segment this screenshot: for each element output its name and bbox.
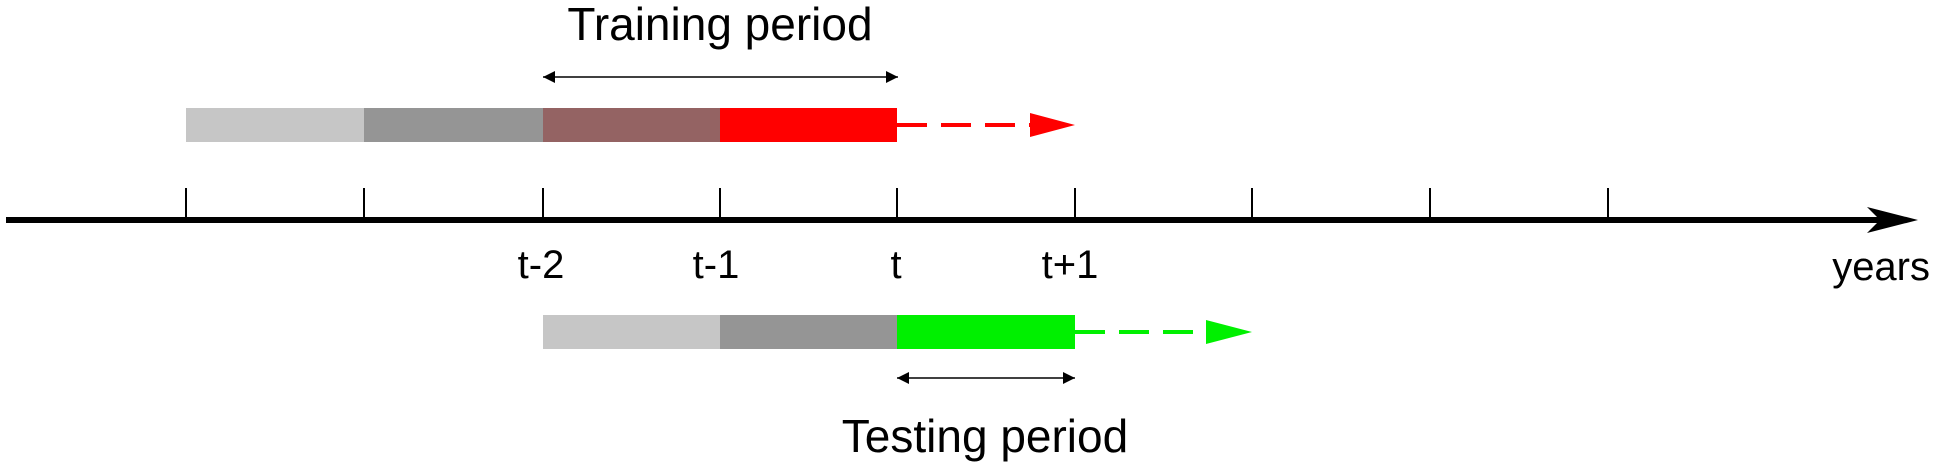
training-segment-1 xyxy=(186,108,364,142)
axis-label-years: years xyxy=(1832,245,1930,289)
training-segment-2 xyxy=(364,108,543,142)
training-segment-3 xyxy=(543,108,720,142)
testing-bar xyxy=(543,315,1075,349)
training-bar xyxy=(186,108,897,142)
testing-segment-3 xyxy=(897,315,1075,349)
axis-arrowhead xyxy=(1867,207,1918,233)
tick-label-t: t xyxy=(890,243,901,287)
training-period-label: Training period xyxy=(567,0,872,50)
years-axis xyxy=(6,188,1918,233)
training-forecast-arrow xyxy=(897,113,1075,137)
training-segment-4 xyxy=(720,108,897,142)
testing-segment-2 xyxy=(720,315,897,349)
testing-period-label: Testing period xyxy=(842,410,1128,462)
testing-segment-1 xyxy=(543,315,720,349)
testing-forecast-arrow xyxy=(1075,320,1252,344)
tick-label-t-minus-2: t-2 xyxy=(518,243,565,287)
tick-label-t-plus-1: t+1 xyxy=(1042,243,1099,287)
tick-label-t-minus-1: t-1 xyxy=(693,243,740,287)
